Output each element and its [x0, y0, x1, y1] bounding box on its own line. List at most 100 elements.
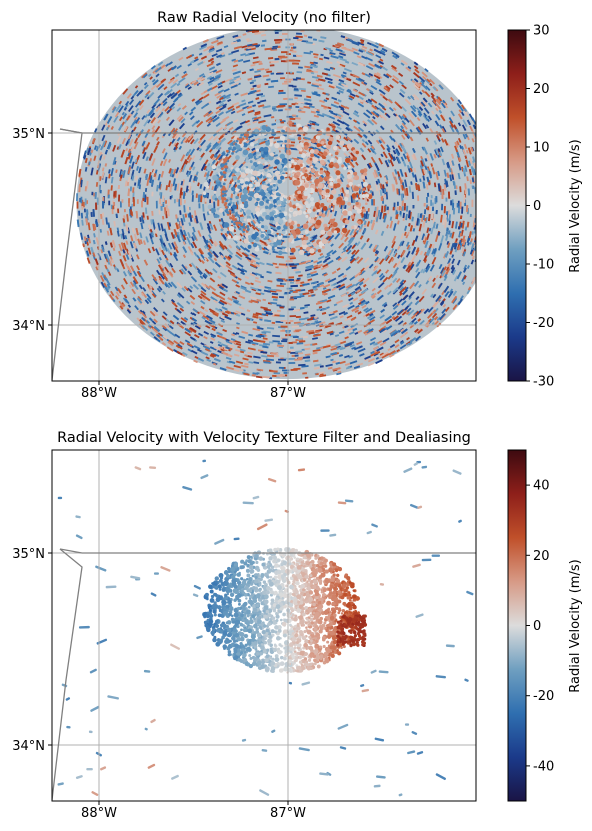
raw-gate [386, 206, 389, 211]
raw-gate [276, 72, 284, 75]
raw-gate [212, 352, 220, 357]
raw-gate [347, 327, 355, 332]
raw-gate [484, 169, 487, 174]
raw-gate [278, 109, 283, 112]
raw-gate [252, 104, 257, 108]
raw-gate [333, 282, 338, 286]
raw-gate [294, 354, 299, 357]
raw-gate [264, 232, 270, 237]
raw-gate [171, 174, 175, 178]
raw-gate [162, 290, 166, 295]
raw-gate [316, 113, 325, 118]
raw-gate [484, 188, 486, 193]
raw-gate [191, 155, 196, 161]
raw-gate [370, 156, 376, 164]
raw-gate [346, 314, 353, 319]
raw-gate [274, 31, 279, 34]
raw-gate [278, 358, 286, 361]
raw-gate [403, 231, 407, 236]
raw-gate [483, 235, 486, 241]
raw-gate [125, 240, 129, 245]
raw-gate [367, 139, 373, 145]
raw-gate [405, 241, 410, 247]
raw-gate [342, 303, 349, 309]
raw-gate [286, 53, 291, 55]
raw-gate [209, 340, 214, 344]
raw-gate [112, 205, 115, 210]
raw-gate [418, 223, 423, 232]
raw-gate [418, 284, 422, 288]
raw-gate [476, 194, 478, 201]
raw-gate [391, 241, 396, 249]
raw-gate [292, 290, 298, 293]
raw-gate [317, 87, 325, 91]
raw-gate [247, 100, 254, 104]
raw-gate [80, 196, 83, 204]
raw-gate [229, 80, 235, 85]
raw-gate [373, 169, 379, 178]
raw-gate [457, 137, 462, 143]
raw-gate [441, 138, 445, 143]
raw-gate [183, 205, 186, 213]
raw-gate [350, 253, 356, 259]
raw-gate [380, 153, 384, 158]
raw-gate [311, 84, 319, 88]
raw-gate [211, 53, 218, 58]
raw-gate [317, 255, 325, 260]
raw-gate [424, 68, 429, 73]
raw-gate [101, 212, 105, 217]
raw-gate [151, 158, 156, 166]
raw-gate [431, 110, 435, 115]
raw-gate [193, 345, 201, 350]
raw-gate [484, 208, 486, 215]
raw-gate [451, 116, 455, 121]
raw-gate [369, 316, 376, 321]
raw-gate [310, 126, 316, 130]
raw-gate [146, 196, 149, 205]
raw-gate [200, 75, 206, 79]
raw-gate [190, 161, 195, 169]
raw-gate [174, 246, 179, 254]
raw-gate [133, 199, 135, 207]
raw-gate [388, 248, 395, 256]
raw-gate [396, 278, 401, 283]
raw-gate [330, 347, 338, 351]
raw-gate [127, 150, 132, 157]
raw-gate [464, 133, 469, 138]
raw-gate [254, 110, 261, 115]
raw-gate [224, 300, 232, 306]
raw-gate [323, 56, 330, 60]
raw-gate [226, 120, 234, 127]
raw-gate [312, 348, 321, 353]
raw-gate [237, 277, 242, 281]
raw-gate [144, 187, 148, 192]
raw-gate [399, 286, 404, 291]
raw-gate [426, 166, 431, 172]
raw-gate [292, 335, 299, 339]
raw-gate [324, 256, 331, 262]
raw-gate [147, 119, 151, 124]
raw-gate [335, 112, 342, 118]
raw-gate [210, 60, 215, 64]
raw-gate [212, 362, 217, 366]
raw-gate [274, 314, 281, 317]
raw-gate [231, 295, 238, 300]
raw-gate [478, 200, 480, 205]
raw-gate [297, 225, 303, 230]
raw-gate [401, 122, 408, 130]
raw-gate [361, 304, 367, 309]
raw-gate [311, 43, 316, 46]
raw-gate [368, 243, 373, 249]
raw-gate [114, 205, 118, 213]
raw-gate [405, 311, 410, 316]
raw-gate [415, 261, 420, 268]
raw-gate [492, 170, 495, 177]
raw-gate [240, 368, 244, 372]
raw-gate [178, 116, 184, 122]
raw-gate [305, 233, 310, 237]
raw-gate [242, 33, 247, 36]
raw-gate [375, 213, 379, 220]
raw-gate [228, 183, 232, 188]
raw-gate [478, 202, 480, 208]
raw-gate [158, 112, 164, 118]
